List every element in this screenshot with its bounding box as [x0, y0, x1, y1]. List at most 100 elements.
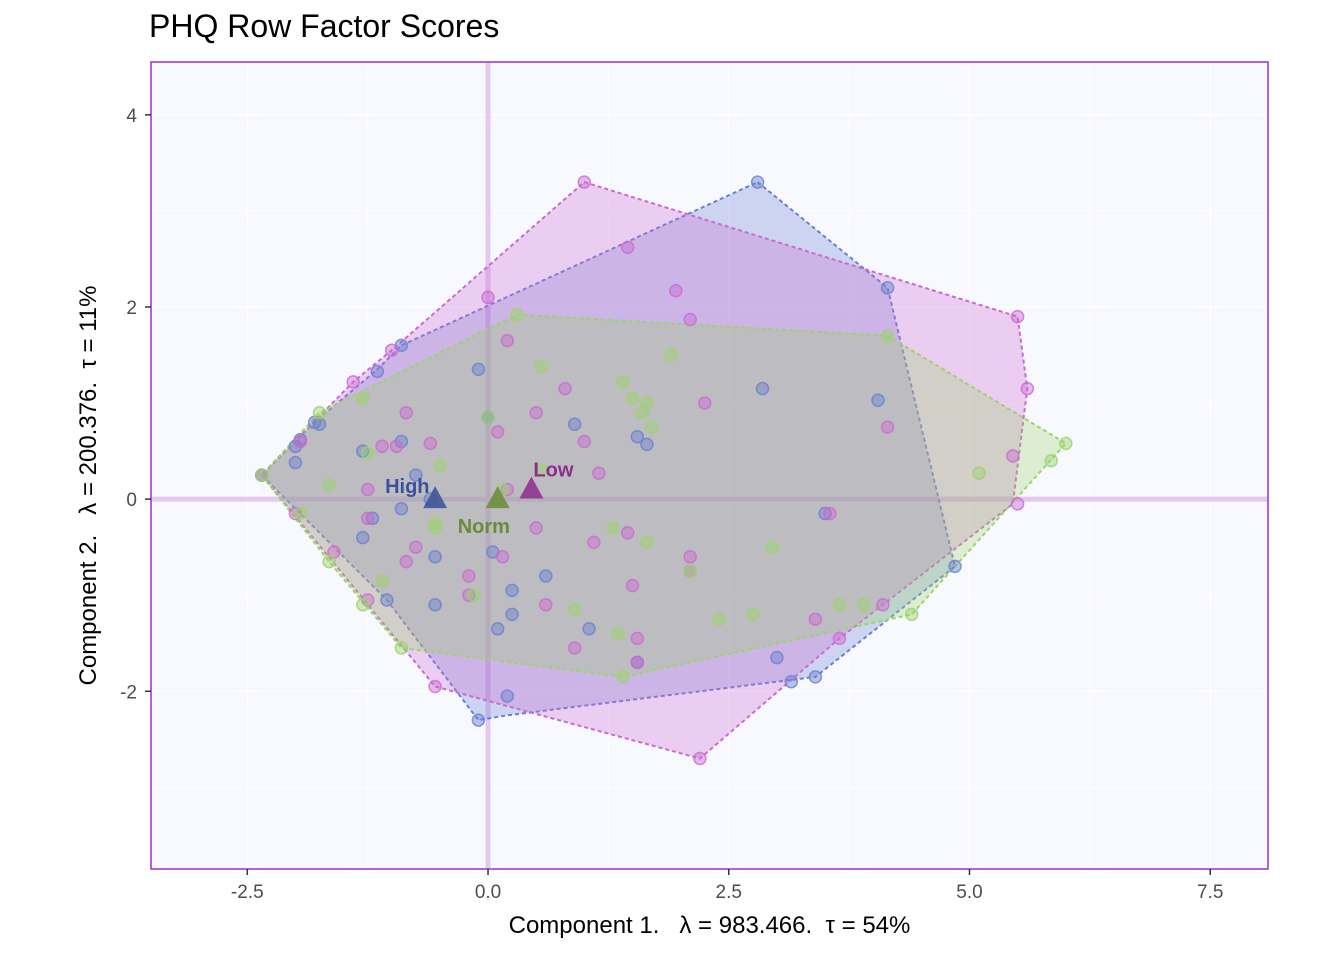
data-point-norm [510, 307, 524, 322]
data-point-low [428, 679, 442, 694]
data-point-low [592, 466, 606, 480]
data-point-low [346, 375, 360, 389]
data-point-low [577, 175, 592, 189]
data-point-low [567, 641, 582, 655]
data-point-norm [312, 405, 327, 420]
data-point-high [428, 598, 442, 612]
data-point-high [490, 622, 505, 636]
data-point-high [505, 583, 519, 598]
data-point-low [683, 550, 697, 564]
data-point-norm [481, 410, 495, 425]
data-point-high [567, 417, 582, 431]
group-label-high: High [385, 476, 429, 498]
data-point-norm [746, 607, 760, 622]
data-point-high [288, 439, 303, 454]
x-tick-label: 0.0 [475, 882, 501, 903]
data-point-norm [534, 359, 548, 374]
data-point-high [500, 689, 515, 703]
data-point-high [365, 511, 380, 526]
data-point-high [770, 650, 784, 665]
data-point-low [384, 343, 399, 357]
data-point-low [490, 425, 505, 439]
data-point-low [697, 396, 712, 410]
data-point-norm [616, 375, 630, 389]
data-point-low [669, 283, 683, 298]
data-point-high [394, 434, 409, 449]
data-point-norm [616, 670, 630, 684]
data-point-high [471, 362, 486, 377]
y-tick-label: 2 [126, 298, 137, 319]
group-means [423, 476, 544, 509]
data-point-high [428, 550, 442, 564]
data-point-norm [293, 506, 308, 521]
data-point-low [577, 434, 592, 449]
data-point-high [505, 607, 519, 622]
x-tick-label: 2.5 [716, 882, 742, 903]
chart-title: PHQ Row Factor Scores [149, 8, 500, 44]
data-point-low [360, 593, 375, 607]
data-point-high [370, 364, 385, 379]
hull-low [260, 180, 1029, 760]
data-point-norm [856, 598, 871, 612]
data-point-high [755, 381, 770, 396]
data-point-low [288, 506, 303, 521]
data-point-low [832, 631, 847, 646]
hull-norm [260, 313, 1068, 678]
mean-marker-high [423, 486, 448, 509]
data-point-low [409, 540, 423, 554]
data-point-low [1010, 497, 1025, 511]
data-point-norm [356, 598, 370, 612]
data-point-norm [254, 468, 269, 482]
data-point-low [495, 550, 510, 564]
data-point-low [462, 569, 476, 583]
data-point-high [640, 437, 654, 452]
data-point-low [683, 312, 697, 327]
data-point-high [539, 569, 553, 583]
data-point-norm [904, 607, 919, 622]
x-tick-label: 7.5 [1197, 882, 1223, 903]
data-point-high [409, 468, 423, 482]
group-labels: High Low Norm [385, 460, 574, 539]
mean-marker-low [519, 476, 544, 499]
data-point-norm [1044, 453, 1059, 468]
y-axis-title: Component 2. λ = 200.376. τ = 11% [75, 286, 102, 686]
data-point-norm [322, 477, 336, 492]
data-point-high [784, 674, 799, 689]
data-point-high [750, 175, 765, 189]
data-points [254, 175, 1073, 766]
data-point-high [871, 393, 885, 407]
data-point-norm [611, 626, 625, 641]
data-point-norm [1059, 436, 1073, 451]
group-label-low: Low [533, 460, 573, 482]
data-point-low [823, 506, 837, 521]
data-point-low [481, 290, 495, 305]
data-point-low [399, 554, 413, 569]
data-point-low [620, 526, 635, 540]
data-point-high [394, 501, 409, 516]
x-axis-title: Component 1. λ = 983.466. τ = 54% [509, 912, 911, 939]
data-point-high [312, 417, 327, 431]
plot-border [150, 61, 1269, 870]
convex-hulls [260, 180, 1068, 760]
data-point-low [876, 598, 890, 612]
plot-panel [151, 62, 1268, 869]
data-point-norm [466, 588, 481, 602]
data-point-high [356, 530, 370, 545]
data-point-low [375, 439, 389, 454]
data-point-norm [644, 420, 659, 434]
data-point-norm [625, 391, 640, 405]
y-tick-label: 0 [126, 490, 137, 511]
data-point-high [808, 670, 823, 684]
data-point-low [360, 482, 375, 497]
data-point-norm [880, 329, 895, 343]
data-point-norm [606, 521, 620, 535]
data-point-norm [640, 396, 654, 410]
data-point-low [293, 434, 308, 449]
group-label-norm: Norm [458, 516, 510, 538]
data-point-high [288, 455, 303, 470]
mean-marker-norm [485, 486, 510, 509]
data-point-norm [375, 574, 389, 588]
data-point-norm [428, 521, 442, 535]
data-point-norm [832, 598, 847, 612]
